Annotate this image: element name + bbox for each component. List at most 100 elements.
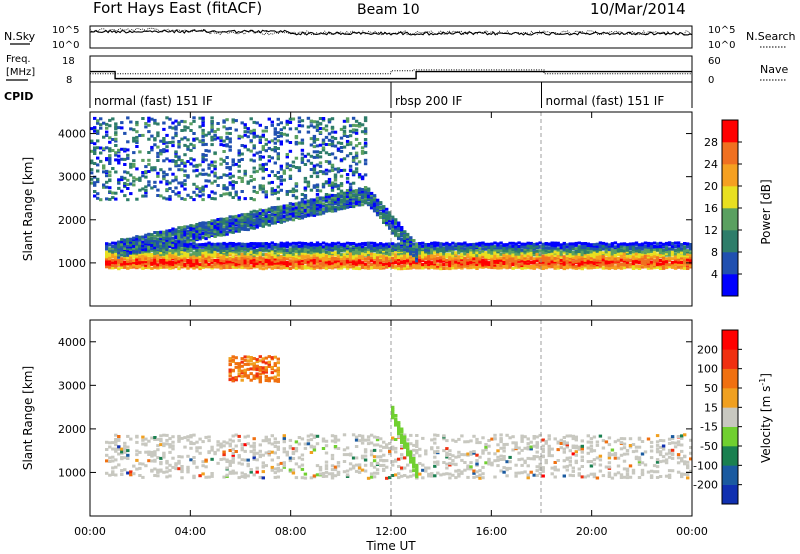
heatmap-cell xyxy=(415,247,419,251)
heatmap-cell xyxy=(150,262,154,266)
heatmap-cell xyxy=(228,132,232,135)
heatmap-cell xyxy=(544,251,548,255)
heatmap-cell xyxy=(421,254,425,258)
heatmap-cell xyxy=(228,224,232,228)
heatmap-cell xyxy=(385,257,389,261)
heatmap-cell xyxy=(264,162,268,166)
heatmap-cell xyxy=(114,248,118,252)
heatmap-cell xyxy=(562,267,566,271)
heatmap-cell xyxy=(315,212,320,216)
heatmap-cell xyxy=(348,258,353,262)
heatmap-cell xyxy=(309,203,314,207)
heatmap-cell xyxy=(234,362,238,366)
heatmap-cell xyxy=(538,256,542,260)
heatmap-cell xyxy=(189,224,193,228)
heatmap-cell xyxy=(261,470,265,474)
heatmap-cell xyxy=(141,194,145,198)
heatmap-cell xyxy=(228,368,232,372)
heatmap-cell xyxy=(339,158,344,162)
heatmap-cell xyxy=(580,265,584,269)
heatmap-cell xyxy=(153,121,157,125)
heatmap-cell xyxy=(261,464,265,468)
heatmap-cell xyxy=(598,254,603,258)
heatmap-cell xyxy=(574,243,578,247)
heatmap-cell xyxy=(147,242,151,246)
heatmap-cell xyxy=(330,202,335,206)
heatmap-cell xyxy=(204,237,208,241)
heatmap-cell xyxy=(117,255,121,259)
heatmap-cell xyxy=(466,247,470,251)
heatmap-cell xyxy=(680,257,684,261)
heatmap-cell xyxy=(222,225,226,229)
heatmap-cell xyxy=(363,138,368,141)
heatmap-cell xyxy=(111,138,115,141)
heatmap-cell xyxy=(619,258,624,262)
heatmap-cell xyxy=(680,247,684,251)
heatmap-cell xyxy=(577,253,581,256)
heatmap-cell xyxy=(195,265,199,269)
heatmap-cell xyxy=(655,254,660,258)
heatmap-cell xyxy=(282,266,286,270)
heatmap-cell xyxy=(213,265,217,269)
heatmap-cell xyxy=(93,152,97,155)
heatmap-cell xyxy=(264,356,268,360)
heatmap-cell xyxy=(114,264,118,268)
heatmap-cell xyxy=(291,187,296,191)
heatmap-cell xyxy=(345,143,350,147)
heatmap-cell xyxy=(180,228,184,231)
heatmap-cell xyxy=(643,254,648,258)
heatmap-cell xyxy=(291,257,296,261)
heatmap-cell xyxy=(171,227,175,231)
heatmap-cell xyxy=(544,242,548,245)
heatmap-cell xyxy=(342,259,347,263)
heatmap-cell xyxy=(499,244,503,248)
heatmap-cell xyxy=(174,258,178,262)
heatmap-cell xyxy=(264,142,268,146)
heatmap-cell xyxy=(267,223,271,227)
heatmap-cell xyxy=(204,475,208,479)
heatmap-cell xyxy=(237,164,241,168)
heatmap-cell xyxy=(550,254,554,258)
heatmap-cell xyxy=(261,261,265,265)
heatmap-cell xyxy=(99,126,103,130)
heatmap-cell xyxy=(228,181,232,185)
heatmap-cell xyxy=(385,263,389,267)
heatmap-cell xyxy=(330,139,335,143)
heatmap-cell xyxy=(598,244,603,248)
heatmap-cell xyxy=(385,221,389,225)
heatmap-cell xyxy=(108,445,112,449)
heatmap-cell xyxy=(150,450,154,454)
heatmap-cell xyxy=(255,134,259,138)
heatmap-cell xyxy=(282,249,286,252)
heatmap-cell xyxy=(108,265,112,269)
heatmap-cell xyxy=(93,126,97,130)
heatmap-cell xyxy=(460,266,464,270)
heatmap-cell xyxy=(111,245,115,248)
heatmap-cell xyxy=(580,245,584,249)
heatmap-cell xyxy=(463,252,467,256)
heatmap-cell xyxy=(409,254,413,258)
heatmap-cell xyxy=(502,250,506,254)
heatmap-cell xyxy=(141,244,145,248)
heatmap-cell xyxy=(550,246,554,250)
heatmap-cell xyxy=(132,246,136,250)
heatmap-cell xyxy=(580,242,584,246)
heatmap-cell xyxy=(240,213,244,217)
heatmap-cell xyxy=(297,260,302,264)
heatmap-cell xyxy=(469,243,473,247)
heatmap-cell xyxy=(231,453,235,457)
heatmap-cell xyxy=(273,261,277,265)
heatmap-cell xyxy=(394,249,398,253)
heatmap-cell xyxy=(613,248,618,252)
heatmap-cell xyxy=(481,249,485,253)
heatmap-cell xyxy=(111,258,115,262)
heatmap-cell xyxy=(327,262,332,266)
heatmap-cell xyxy=(406,259,410,263)
heatmap-cell xyxy=(303,209,308,213)
heatmap-cell xyxy=(219,242,223,246)
heatmap-cell xyxy=(192,245,196,248)
heatmap-cell xyxy=(369,206,374,210)
heatmap-cell xyxy=(369,258,374,262)
heatmap-cell xyxy=(637,246,642,250)
heatmap-cell xyxy=(240,374,244,378)
